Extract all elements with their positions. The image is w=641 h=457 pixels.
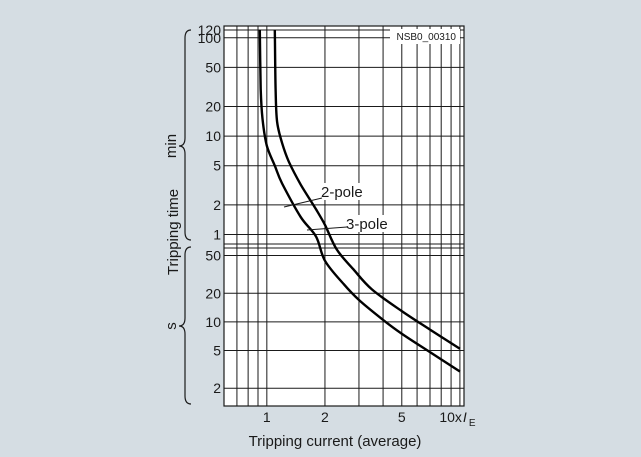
label-3-pole: 3-pole xyxy=(346,216,388,233)
y-tick-label: 120 xyxy=(198,22,222,38)
figure-id: NSB0_00310 xyxy=(397,32,457,43)
y-tick-label: 10 xyxy=(205,128,221,144)
y-tick-label: 100 xyxy=(198,30,222,46)
label-3-pole-bg xyxy=(344,215,392,232)
figure-id-box xyxy=(390,29,460,44)
plot-frame xyxy=(223,25,465,407)
series-curve-2-pole xyxy=(258,29,461,373)
y-tick-label: 10 xyxy=(205,314,221,330)
y-tick-label: 50 xyxy=(205,59,221,75)
y-axis-title: Tripping time xyxy=(165,189,182,275)
y-tick-label: 20 xyxy=(205,99,221,115)
y-tick-label: 20 xyxy=(205,285,221,301)
x-axis-title: Tripping current (average) xyxy=(249,433,422,450)
label-2-pole-group: 2-pole xyxy=(283,183,363,208)
y-tick-label: 2 xyxy=(213,380,221,396)
y-tick-label: 5 xyxy=(213,342,221,358)
x-unit-symbol: I xyxy=(463,409,467,425)
label-3-pole-leader xyxy=(306,226,348,231)
curves xyxy=(258,29,461,373)
x-tick-label: 5 xyxy=(398,409,406,425)
x-unit-subscript: E xyxy=(469,418,476,429)
series-curve-3-pole xyxy=(273,29,461,350)
x-tick-label: 2 xyxy=(321,409,329,425)
label-2-pole-bg xyxy=(318,183,363,200)
y-tick-label: 1 xyxy=(213,226,221,242)
brace-min xyxy=(178,29,192,241)
y-tick-label: 2 xyxy=(213,197,221,213)
label-2-pole-leader xyxy=(283,197,323,208)
brace-s xyxy=(178,246,192,405)
x-tick-label: 1 xyxy=(263,409,271,425)
y-tick-label: 5 xyxy=(213,158,221,174)
y-unit-s: s xyxy=(163,322,180,330)
y-unit-min: min xyxy=(163,134,180,158)
label-2-pole: 2-pole xyxy=(321,184,363,201)
label-3-pole-group: 3-pole xyxy=(306,215,392,233)
x-tick-label: 10x xyxy=(439,409,462,425)
y-tick-label: 50 xyxy=(205,248,221,264)
